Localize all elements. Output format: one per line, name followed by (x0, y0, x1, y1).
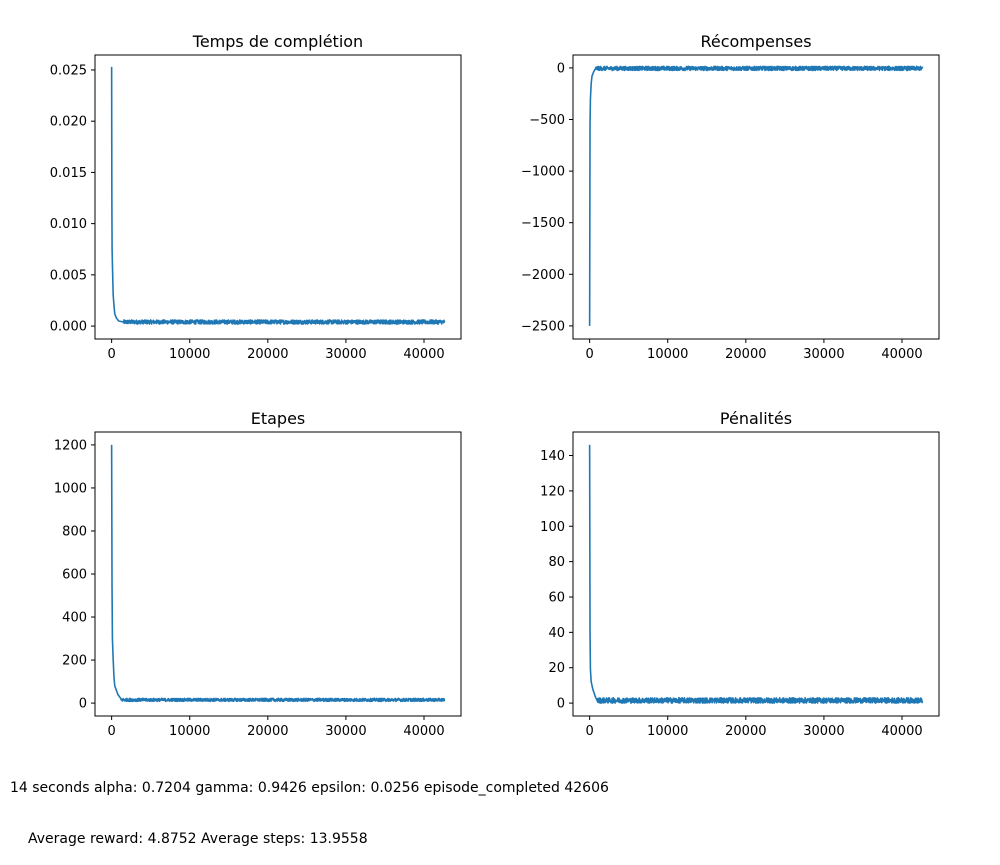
y-tick-label: 80 (548, 555, 565, 570)
y-tick-label: 40 (548, 626, 565, 641)
y-tick-label: 1200 (54, 438, 87, 453)
x-tick-label: 10000 (169, 724, 210, 739)
series-line (110, 66, 446, 325)
y-tick-label: 120 (540, 484, 565, 499)
x-tick-label: 30000 (803, 724, 844, 739)
x-tick-label: 10000 (647, 347, 688, 362)
y-tick-label: 100 (540, 520, 565, 535)
y-tick-label: 140 (540, 449, 565, 464)
y-tick-label: 0.020 (50, 115, 87, 130)
y-tick-label: −2000 (521, 268, 565, 283)
y-tick-label: 60 (548, 590, 565, 605)
axes-frame (94, 431, 462, 717)
y-tick-label: −1000 (521, 165, 565, 180)
axes-frame (94, 54, 462, 340)
subplot-penalties: Pénalités 0 10000 20000 30000 40000 0 20 40 60 80 1… (540, 409, 940, 739)
x-tick-label: 40000 (403, 347, 444, 362)
y-tick-label: 0.025 (50, 63, 87, 78)
x-tick-label: 40000 (881, 347, 922, 362)
y-tick-label: 0.010 (50, 217, 87, 232)
subplot-title: Temps de complétion (192, 32, 363, 51)
y-tick-label: 20 (548, 661, 565, 676)
x-tick-label: 20000 (247, 724, 288, 739)
x-tick-label: 20000 (247, 347, 288, 362)
y-tick-label: −1500 (521, 216, 565, 231)
y-tick-label: 0.015 (50, 166, 87, 181)
x-tick-label: 40000 (881, 724, 922, 739)
axes-frame (572, 54, 940, 340)
y-tick-label: 400 (62, 611, 87, 626)
series-line (110, 444, 446, 703)
y-tick-label: 1000 (54, 481, 87, 496)
subplot-completion-time: Temps de complétion 0 10000 20000 30000 40000… (50, 32, 462, 362)
y-tick-label: 0 (79, 697, 87, 712)
x-tick-label: 10000 (169, 347, 210, 362)
y-tick-label: −500 (529, 113, 565, 128)
y-tick-label: 800 (62, 524, 87, 539)
x-tick-label: 10000 (647, 724, 688, 739)
x-tick-label: 30000 (325, 347, 366, 362)
x-tick-label: 0 (107, 724, 115, 739)
y-tick-label: 200 (62, 654, 87, 669)
y-tick-label: 0 (557, 61, 565, 76)
y-tick-label: 0 (557, 697, 565, 712)
y-tick-label: 600 (62, 568, 87, 583)
series-line (588, 65, 924, 326)
subplot-steps: Etapes 0 10000 20000 30000 40000 0 200 400 600 800… (54, 409, 462, 739)
x-tick-label: 30000 (803, 347, 844, 362)
series-line (588, 444, 924, 704)
x-tick-label: 0 (585, 347, 593, 362)
training-stats-footer: 14 seconds alpha: 0.7204 gamma: 0.9426 e… (10, 746, 609, 865)
x-tick-label: 40000 (403, 724, 444, 739)
subplot-title: Récompenses (700, 32, 811, 51)
subplot-rewards: Récompenses 0 10000 20000 30000 40000 0 −500 −10… (521, 32, 940, 362)
x-tick-label: 0 (107, 347, 115, 362)
footer-line-1: 14 seconds alpha: 0.7204 gamma: 0.9426 e… (10, 780, 609, 796)
x-tick-label: 20000 (725, 724, 766, 739)
subplot-title: Pénalités (720, 409, 792, 428)
x-tick-label: 20000 (725, 347, 766, 362)
footer-line-2: Average reward: 4.8752 Average steps: 13… (28, 831, 368, 847)
y-tick-label: −2500 (521, 319, 565, 334)
y-tick-label: 0.000 (50, 320, 87, 335)
x-tick-label: 30000 (325, 724, 366, 739)
y-tick-label: 0.005 (50, 268, 87, 283)
axes-frame (572, 431, 940, 717)
x-tick-label: 0 (585, 724, 593, 739)
subplot-title: Etapes (251, 409, 306, 428)
